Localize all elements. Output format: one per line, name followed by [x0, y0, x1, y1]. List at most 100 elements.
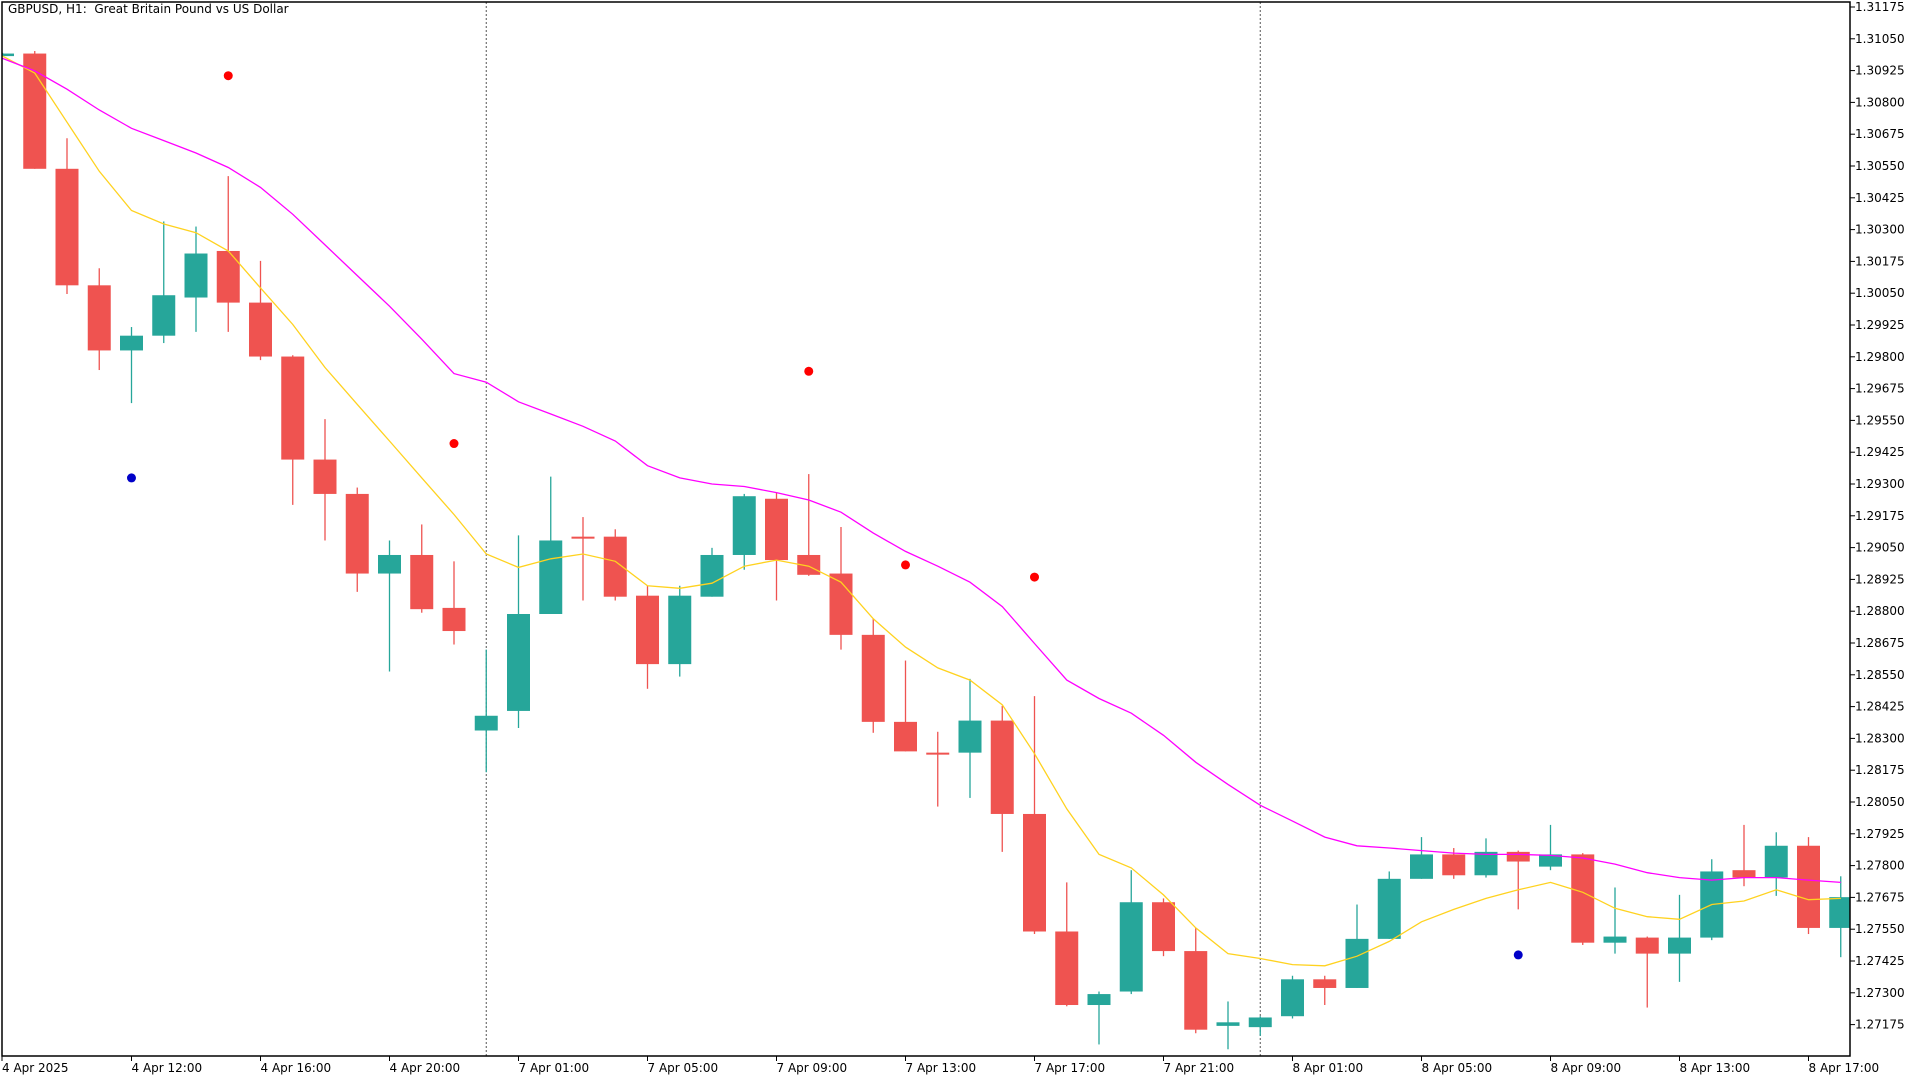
- candle: [829, 526, 853, 650]
- candle: [216, 176, 240, 332]
- y-tick-label: 1.29800: [1855, 350, 1905, 364]
- candle-body: [990, 720, 1014, 814]
- candle: [1119, 870, 1143, 995]
- chart-title: GBPUSD, H1: Great Britain Pound vs US Do…: [8, 2, 289, 16]
- candle: [87, 268, 111, 371]
- candle: [184, 226, 208, 332]
- x-tick-label: 4 Apr 2025: [2, 1061, 69, 1075]
- candle-body: [281, 356, 305, 460]
- plot-frame: [1, 1, 1851, 1057]
- candle-body: [861, 634, 885, 722]
- x-tick-label: 4 Apr 20:00: [390, 1061, 461, 1075]
- y-tick-label: 1.30425: [1855, 191, 1905, 205]
- candle: [55, 138, 79, 294]
- candle-body: [87, 285, 111, 351]
- candle: [1281, 975, 1304, 1019]
- candle: [1023, 696, 1046, 935]
- candle: [313, 419, 337, 541]
- x-tick-label: 7 Apr 09:00: [777, 1061, 848, 1075]
- candle-body: [1442, 854, 1466, 876]
- candle-body: [1248, 1017, 1272, 1028]
- x-tick-label: 4 Apr 12:00: [132, 1061, 203, 1075]
- x-tick-label: 7 Apr 21:00: [1164, 1061, 1235, 1075]
- y-tick-label: 1.29675: [1855, 382, 1905, 396]
- signal-dot-blue: [1513, 950, 1523, 960]
- candle-body: [410, 554, 434, 610]
- y-tick-label: 1.30300: [1855, 223, 1905, 237]
- candle-body: [636, 595, 659, 665]
- moving-average-slow: [2, 57, 1841, 884]
- candle-body: [249, 302, 272, 357]
- candle-body: [507, 613, 530, 711]
- candle: [1539, 824, 1562, 871]
- x-tick-label: 4 Apr 16:00: [261, 1061, 332, 1075]
- candle-body: [1764, 845, 1788, 878]
- y-tick-label: 1.29925: [1855, 318, 1905, 332]
- candle: [1152, 898, 1175, 957]
- moving-average-fast: [2, 55, 1841, 967]
- candle: [1829, 876, 1850, 958]
- y-tick-label: 1.28800: [1855, 604, 1905, 618]
- y-tick-label: 1.27800: [1855, 859, 1905, 873]
- candle: [539, 476, 563, 614]
- y-tick-label: 1.29050: [1855, 541, 1905, 555]
- candle-body: [1668, 937, 1691, 954]
- y-tick-label: 1.31175: [1855, 0, 1905, 14]
- candle: [571, 517, 595, 601]
- candle: [1635, 936, 1659, 1008]
- y-tick-label: 1.28050: [1855, 795, 1905, 809]
- candle: [732, 493, 756, 570]
- candle-body: [1216, 1022, 1240, 1026]
- y-tick-label: 1.29175: [1855, 509, 1905, 523]
- candle: [990, 705, 1014, 852]
- candle-body: [958, 720, 982, 753]
- candle: [1313, 975, 1337, 1006]
- candle-body: [1732, 870, 1756, 878]
- candle: [1410, 837, 1433, 879]
- y-tick-label: 1.27425: [1855, 954, 1905, 968]
- candle-body: [765, 498, 788, 561]
- candle-body: [1184, 951, 1208, 1030]
- candle: [636, 585, 659, 689]
- candle-body: [1087, 994, 1111, 1006]
- candle-body: [1539, 854, 1562, 867]
- y-tick-label: 1.28925: [1855, 572, 1905, 586]
- signal-dot-red: [223, 71, 233, 81]
- candle-body: [1571, 854, 1595, 943]
- candle: [1184, 927, 1208, 1034]
- candle: [894, 660, 917, 752]
- candle-body: [313, 459, 337, 494]
- candle: [249, 260, 272, 361]
- candle: [926, 731, 950, 807]
- y-tick-label: 1.28300: [1855, 731, 1905, 745]
- candle: [603, 529, 627, 601]
- candle-body: [345, 493, 369, 574]
- y-tick-label: 1.27300: [1855, 986, 1905, 1000]
- candle-body: [894, 721, 917, 752]
- y-tick-label: 1.27925: [1855, 827, 1905, 841]
- candle: [1216, 1001, 1240, 1050]
- signal-dot-red: [901, 560, 910, 570]
- x-tick-label: 7 Apr 01:00: [519, 1061, 590, 1075]
- y-tick-label: 1.30175: [1855, 254, 1905, 268]
- candle-body: [474, 715, 498, 731]
- candle-body: [216, 250, 240, 303]
- candle-body: [1635, 937, 1659, 954]
- y-tick-label: 1.27550: [1855, 922, 1905, 936]
- signal-dot-red: [449, 439, 459, 449]
- y-tick-label: 1.31050: [1855, 32, 1905, 46]
- candle-body: [378, 554, 401, 574]
- candle-body: [1055, 931, 1079, 1006]
- y-tick-label: 1.27675: [1855, 890, 1905, 904]
- candle: [1603, 887, 1627, 954]
- candle: [120, 327, 143, 404]
- candle-body: [571, 536, 595, 539]
- candle-body: [120, 335, 143, 351]
- candle: [958, 678, 982, 798]
- candle: [442, 561, 466, 645]
- candle-body: [1829, 897, 1850, 928]
- candle-body: [603, 536, 627, 597]
- signal-dot-blue: [127, 473, 136, 483]
- candle-body: [1377, 878, 1401, 939]
